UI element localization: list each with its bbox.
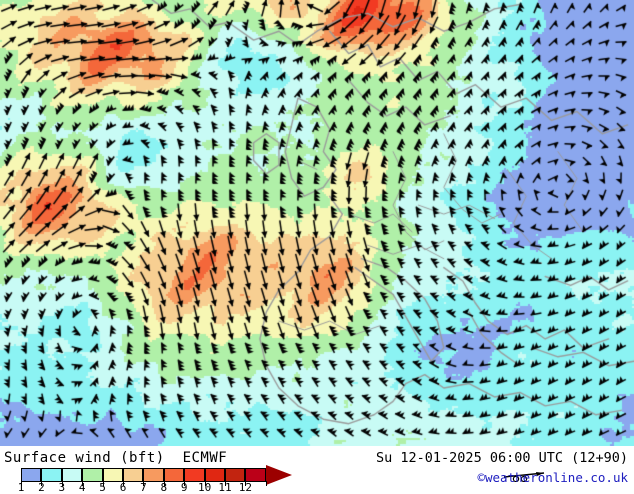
wind-barb-icon <box>503 472 545 482</box>
colorbar-tick <box>225 481 226 486</box>
colorbar-swatch-3[interactable] <box>61 468 83 482</box>
colorbar-swatch-11[interactable] <box>225 468 246 482</box>
colorbar-swatch-6[interactable] <box>123 468 144 482</box>
colorbar-swatch-12[interactable] <box>245 468 266 482</box>
colorbar-swatch-10[interactable] <box>204 468 225 482</box>
colorbar-label-4: 4 <box>78 481 86 494</box>
colorbar-tick <box>61 481 63 486</box>
colorbar-swatch-1[interactable] <box>21 468 42 482</box>
page-title: Surface wind (bft) ECMWF <box>4 450 228 466</box>
colorbar-swatch-7[interactable] <box>143 468 164 482</box>
colorbar-label-1: 1 <box>17 481 25 494</box>
colorbar-label-6: 6 <box>119 481 127 494</box>
colorbar-tick <box>143 481 145 486</box>
colorbar-tick <box>102 481 104 486</box>
colorbar-label-5: 5 <box>99 481 106 494</box>
colorbar-tick <box>163 481 165 486</box>
colorbar-tick <box>82 481 84 486</box>
colorbar-tick <box>204 481 206 486</box>
colorbar-swatch-9[interactable] <box>184 468 205 482</box>
colorbar-label-11: 11 <box>218 481 232 494</box>
colorbar-tick <box>123 481 124 486</box>
colorbar-label-8: 8 <box>160 481 168 494</box>
copyright-label: ©weatheronline.co.uk <box>477 470 628 485</box>
colorbar-label-9: 9 <box>180 481 188 494</box>
wind-vector-layer <box>0 0 634 446</box>
colorbar-tick <box>265 481 267 486</box>
colorbar-label-12: 12 <box>238 481 253 494</box>
map-footer: Surface wind (bft) ECMWF Su 12-01-2025 0… <box>0 446 634 494</box>
colorbar-label-7: 7 <box>140 481 147 494</box>
colorbar-swatch-4[interactable] <box>82 468 103 482</box>
colorbar-tick <box>184 481 186 486</box>
colorbar-label-2: 2 <box>38 481 45 494</box>
colorbar-swatch-5[interactable] <box>102 468 123 482</box>
model-run-timestamp: Su 12-01-2025 06:00 UTC (12+90) <box>376 450 628 466</box>
colorbar-overflow-arrow <box>265 465 292 485</box>
weather-map[interactable] <box>0 0 634 446</box>
colorbar-swatch-8[interactable] <box>163 468 185 482</box>
colorbar-tick <box>41 481 43 486</box>
colorbar-label-10: 10 <box>197 481 212 494</box>
colorbar-label-3: 3 <box>58 481 66 494</box>
colorbar-swatch-2[interactable] <box>41 468 62 482</box>
colorbar-tick <box>21 481 22 486</box>
colorbar-tick <box>245 481 247 486</box>
